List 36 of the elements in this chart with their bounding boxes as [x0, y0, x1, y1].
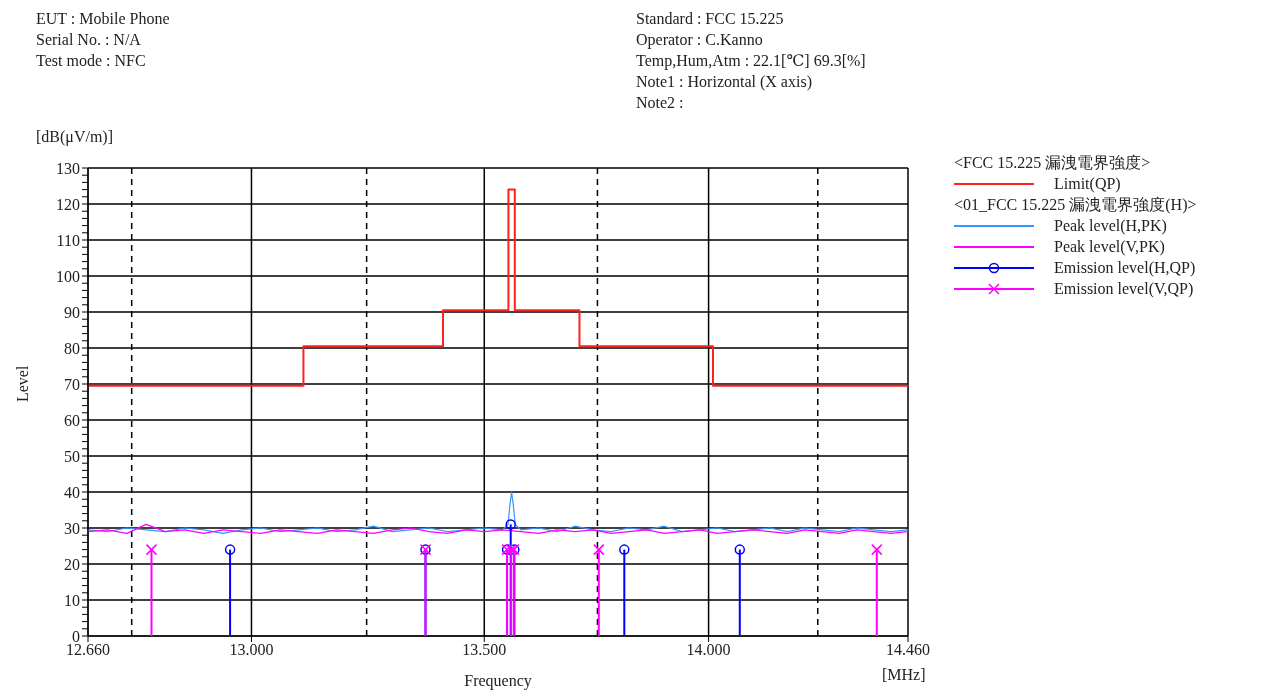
legend-title: <FCC 15.225 漏洩電界強度> — [954, 153, 1152, 173]
text: [MHz] — [882, 666, 926, 684]
text: Test mode : NFC — [36, 51, 147, 71]
y-tick-label: 110 — [56, 231, 80, 249]
x-tick-label: 14.460 — [886, 641, 930, 659]
x-tick-label: 14.000 — [686, 641, 731, 659]
legend-label: Emission level(V,QP) — [1054, 279, 1194, 299]
y-axis-title: Level — [13, 365, 31, 402]
text: Operator : C.Kanno — [636, 30, 764, 50]
y-tick-label: 40 — [64, 483, 80, 501]
text: [dB(μV/m)] — [36, 128, 114, 146]
legend-label: Emission level(H,QP) — [1054, 258, 1196, 278]
y-tick-label: 30 — [64, 519, 80, 537]
x-axis-title: Frequency — [464, 672, 532, 690]
legend-label: Limit(QP) — [1054, 174, 1121, 194]
y-tick-label: 130 — [56, 159, 80, 177]
y-tick-label: 10 — [64, 591, 80, 609]
text: Standard : FCC 15.225 — [636, 9, 785, 29]
y-tick-label: 50 — [64, 447, 80, 465]
legend-label: Peak level(H,PK) — [1054, 216, 1167, 236]
y-tick-label: 20 — [64, 555, 80, 573]
y-tick-label: 120 — [56, 195, 80, 213]
text: Temp,Hum,Atm : 22.1[℃] 69.3[%] — [636, 51, 866, 71]
text: Note2 : — [636, 93, 685, 113]
text: <01_FCC 15.225 漏洩電界強度(H)> — [954, 195, 1197, 215]
y-tick-label: 80 — [64, 339, 80, 357]
y-tick-label: 100 — [56, 267, 80, 285]
text: EUT : Mobile Phone — [36, 9, 171, 29]
y-tick-label: 90 — [64, 303, 80, 321]
text: Serial No. : N/A — [36, 30, 142, 50]
y-tick-label: 60 — [64, 411, 80, 429]
y-tick-label: 70 — [64, 375, 80, 393]
text: Note1 : Horizontal (X axis) — [636, 72, 813, 92]
legend-label: Peak level(V,PK) — [1054, 237, 1165, 257]
x-tick-label: 13.000 — [229, 641, 274, 659]
x-tick-label: 13.500 — [462, 641, 507, 659]
